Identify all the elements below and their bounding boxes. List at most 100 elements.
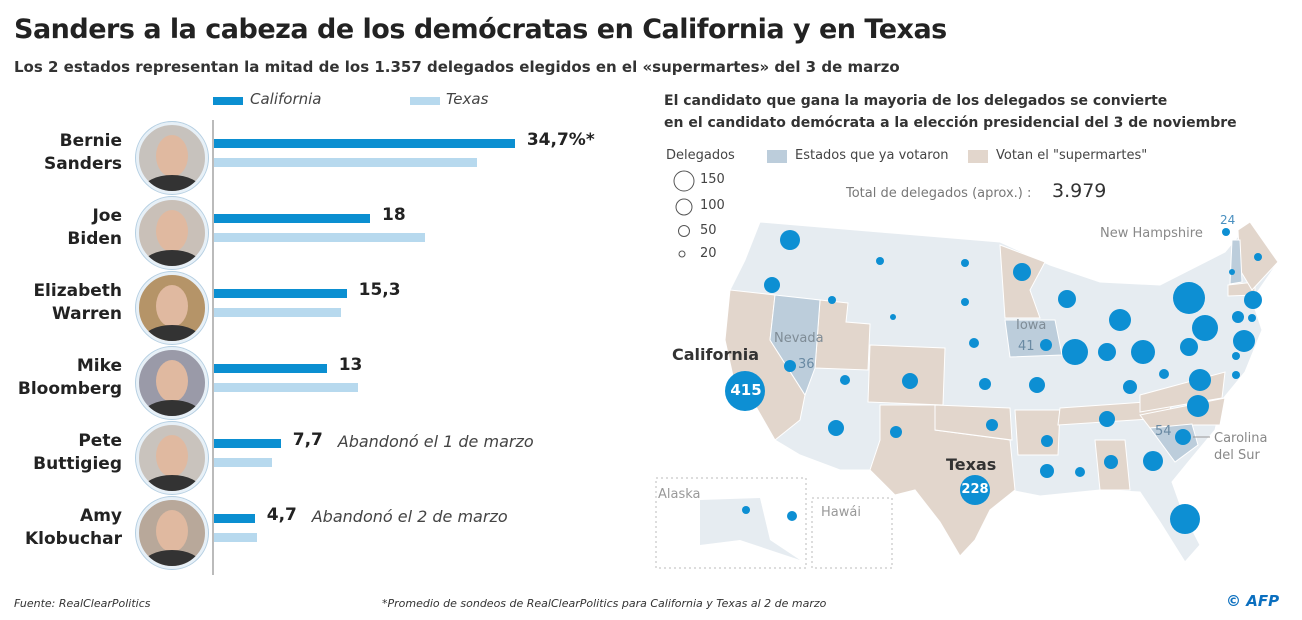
state-alaska [700, 498, 800, 560]
delegate-bubble [902, 373, 918, 389]
legend-california: California [250, 90, 322, 108]
candidate-name: Joe Biden [12, 205, 122, 251]
delegate-bubble [890, 314, 896, 320]
delegate-bubble [1159, 369, 1169, 379]
delegate-bubble [1187, 395, 1209, 417]
dropout-note: Abandonó el 1 de marzo [337, 432, 534, 451]
legend-voted: Estados que ya votaron [795, 148, 949, 163]
bar-texas [214, 383, 358, 392]
size-legend-circle-20 [678, 250, 686, 258]
bar-texas [214, 308, 341, 317]
delegate-bubble [784, 360, 796, 372]
legend-swatch-texas [410, 97, 440, 105]
candidate-first-name: Amy [80, 506, 122, 526]
data-label: 13 [338, 355, 363, 375]
candidate-last-name: Bloomberg [17, 379, 122, 399]
candidate-name: Bernie Sanders [12, 130, 122, 176]
data-label: 34,7%* [526, 130, 595, 150]
hawaii-inset [811, 497, 893, 569]
delegate-bubble [1040, 464, 1054, 478]
label-texas: Texas [946, 455, 997, 474]
delegate-bubble [1058, 290, 1076, 308]
delegate-bubble [742, 506, 750, 514]
delegate-bubble [1040, 339, 1052, 351]
dropout-note: Abandonó el 2 de marzo [311, 507, 508, 526]
delegate-bubble [1104, 455, 1118, 469]
delegate-bubble [1013, 263, 1031, 281]
bar-california [214, 139, 515, 148]
candidate-photo [136, 347, 208, 419]
delegate-bubble [969, 338, 979, 348]
candidate-last-name: Biden [67, 229, 122, 249]
legend-swatch-voted [767, 150, 787, 163]
delegate-bubble [1233, 330, 1255, 352]
delegate-bubble [876, 257, 884, 265]
source: Fuente: RealClearPolitics [14, 597, 151, 610]
legend-swatch-california [213, 97, 243, 105]
delegate-bubble [890, 426, 902, 438]
delegate-bubble [1192, 315, 1218, 341]
subtitle: Los 2 estados representan la mitad de lo… [14, 58, 900, 76]
delegate-bubble [1041, 435, 1053, 447]
state-minnesota [999, 244, 1046, 319]
page-title: Sanders a la cabeza de los demócratas en… [14, 14, 947, 45]
candidate-last-name: Klobuchar [25, 529, 122, 549]
size-legend-20: 20 [700, 246, 717, 261]
delegate-bubble [979, 378, 991, 390]
delegate-bubble [1075, 467, 1085, 477]
candidate-first-name: Elizabeth [33, 281, 122, 301]
delegate-bubble [780, 230, 800, 250]
size-legend-100: 100 [700, 198, 725, 213]
label-south-carolina-line1: Carolina [1214, 431, 1268, 446]
delegate-bubble [1189, 369, 1211, 391]
alaska-inset [655, 477, 807, 569]
label-alaska: Alaska [658, 487, 701, 502]
delegate-bubble [1175, 429, 1191, 445]
delegate-bubble [1131, 340, 1155, 364]
data-label: 4,7 [266, 505, 297, 525]
delegate-bubble [1123, 380, 1137, 394]
size-legend-50: 50 [700, 223, 717, 238]
delegate-bubble [1222, 228, 1230, 236]
label-new-hampshire: New Hampshire [1100, 226, 1203, 241]
delegate-bubble [828, 296, 836, 304]
bar-texas [214, 158, 477, 167]
label-iowa: Iowa [1016, 318, 1047, 333]
label-south-carolina-line2: del Sur [1214, 448, 1260, 463]
size-legend-circle-100 [675, 198, 693, 216]
size-legend-circle-150 [673, 170, 695, 192]
total-value: 3.979 [1052, 180, 1107, 202]
delegate-bubble [1062, 339, 1088, 365]
state-oklahoma [934, 404, 1013, 441]
afp-logo: © AFP [1226, 592, 1280, 610]
candidate-name: Elizabeth Warren [12, 280, 122, 326]
map-heading-line1: El candidato que gana la mayoria de los … [664, 93, 1168, 109]
value-south-carolina: 54 [1155, 424, 1172, 439]
delegate-bubble [961, 298, 969, 306]
bar-axis [212, 120, 214, 575]
size-legend-title: Delegados [666, 148, 735, 163]
value-california: 415 [730, 381, 762, 399]
bar-california [214, 439, 281, 448]
data-label: 18 [382, 205, 406, 225]
bar-california [214, 364, 327, 373]
candidate-name: Mike Bloomberg [12, 355, 122, 401]
delegate-bubble [1244, 291, 1262, 309]
candidate-first-name: Bernie [59, 131, 122, 151]
bar-texas [214, 458, 273, 467]
delegate-bubble [1254, 253, 1262, 261]
candidate-photo [136, 497, 208, 569]
label-california: California [672, 345, 760, 364]
state-arkansas [1014, 409, 1061, 456]
bar-texas [214, 533, 258, 542]
candidate-name: Pete Buttigieg [12, 430, 122, 476]
delegate-bubble [828, 420, 844, 436]
value-texas: 228 [961, 482, 989, 497]
size-legend-150: 150 [700, 172, 725, 187]
candidate-first-name: Pete [78, 431, 122, 451]
candidate-name: Amy Klobuchar [12, 505, 122, 551]
delegate-bubble [1248, 314, 1256, 322]
state-new-hampshire [1229, 239, 1243, 285]
